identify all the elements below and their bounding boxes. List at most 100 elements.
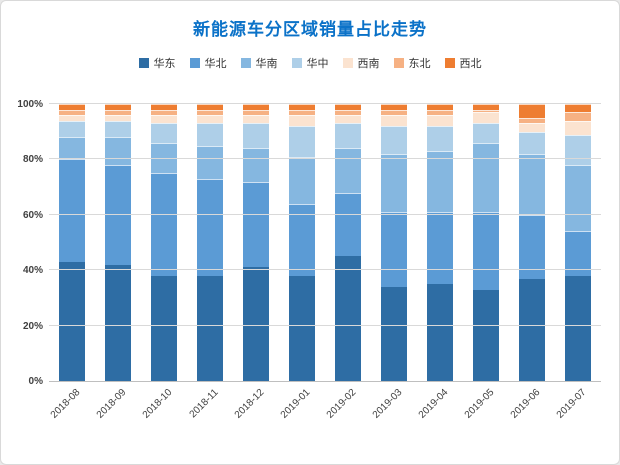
y-axis-label: 20%	[22, 320, 43, 332]
bar-segment-东北	[335, 109, 361, 116]
bar-segment-西南	[151, 115, 177, 124]
bar-segment-华中	[59, 120, 85, 138]
legend-label: 华南	[255, 58, 278, 70]
bar-segment-华北	[335, 192, 361, 257]
bar-segment-华南	[335, 148, 361, 193]
bar-segment-东北	[105, 109, 131, 116]
bar-column: 2018-10	[141, 104, 177, 421]
bar-segment-西北	[289, 104, 315, 110]
bar-segment-华南	[243, 148, 269, 182]
bar-segment-东北	[381, 109, 407, 116]
legend-swatch	[393, 58, 404, 68]
bar-segment-西南	[59, 115, 85, 121]
bar-segment-华东	[59, 261, 85, 381]
bar-segment-华北	[565, 231, 591, 276]
bar-column: 2018-12	[233, 104, 269, 421]
bar-segment-华南	[105, 137, 131, 165]
legend-label: 华北	[204, 58, 227, 70]
bar-segment-华南	[519, 153, 545, 215]
x-axis-label: 2018-12	[232, 387, 267, 421]
bar-segment-华中	[105, 120, 131, 138]
bar-segment-西北	[243, 104, 269, 110]
bar-segment-华北	[243, 181, 269, 268]
bar-segment-东北	[519, 117, 545, 124]
bar-segment-西南	[105, 115, 131, 121]
bar-segment-华中	[473, 123, 499, 143]
legend-swatch	[342, 58, 353, 68]
gridline	[49, 103, 601, 104]
bar-segment-华东	[473, 289, 499, 381]
bar-segment-华北	[381, 212, 407, 287]
bar-segment-西南	[335, 115, 361, 124]
bar-segment-华南	[289, 156, 315, 204]
bar-segment-华南	[151, 142, 177, 174]
x-axis-label: 2019-06	[508, 387, 543, 421]
bar-column: 2018-09	[95, 104, 131, 421]
bar-segment-西南	[243, 115, 269, 124]
x-axis-label: 2019-07	[554, 387, 589, 421]
bar-segment-西北	[565, 104, 591, 113]
plot-area: 2018-08 2018-09 2018-10 2018-11 2018-12 2019-…	[17, 99, 601, 421]
bar-segment-华中	[519, 131, 545, 154]
bar-segment-华南	[197, 145, 223, 179]
bar-segment-华北	[289, 203, 315, 276]
bar-segment-西南	[289, 115, 315, 127]
bar-segment-西南	[519, 123, 545, 132]
bar-segment-华中	[381, 126, 407, 154]
bar-segment-华南	[381, 153, 407, 213]
bar-segment-东北	[243, 109, 269, 116]
legend-label: 西南	[357, 58, 380, 70]
legend-item: 华南	[240, 55, 278, 71]
bar-segment-华东	[197, 275, 223, 381]
bar-segment-华东	[289, 275, 315, 381]
y-axis-label: 60%	[22, 209, 43, 221]
legend-swatch	[291, 58, 302, 68]
gridline	[49, 213, 601, 215]
legend-swatch	[444, 58, 455, 68]
x-axis-label: 2019-05	[462, 387, 497, 421]
bar-segment-西北	[427, 104, 453, 110]
bar-column: 2019-02	[325, 104, 361, 421]
x-axis-label: 2018-10	[140, 387, 175, 421]
bar-segment-华中	[565, 134, 591, 165]
bar-segment-华北	[151, 173, 177, 276]
y-axis-label: 40%	[22, 265, 43, 277]
bar-column: 2019-01	[279, 104, 315, 421]
bar-segment-华中	[243, 123, 269, 149]
bar-segment-西南	[565, 120, 591, 135]
gridline	[49, 324, 601, 326]
x-axis-label: 2019-03	[370, 387, 405, 421]
y-axis-label: 100%	[17, 99, 43, 110]
bar-segment-西北	[197, 104, 223, 110]
bar-segment-华东	[335, 256, 361, 381]
bar-segment-西南	[381, 115, 407, 127]
y-axis-label: 80%	[22, 154, 43, 166]
bar-segment-西南	[473, 112, 499, 124]
legend-item: 华北	[189, 55, 227, 71]
legend-label: 东北	[408, 58, 431, 70]
bar-segment-西北	[151, 104, 177, 110]
bar-column: 2018-08	[49, 104, 85, 421]
bar-segment-华中	[289, 126, 315, 157]
bar-segment-华北	[519, 214, 545, 279]
bar-segment-华南	[473, 142, 499, 213]
bar-segment-华东	[565, 275, 591, 381]
bar-segment-华北	[59, 159, 85, 262]
gridline	[49, 158, 601, 160]
bar-segment-华北	[105, 164, 131, 265]
legend-item: 东北	[393, 55, 431, 71]
x-axis-label: 2019-04	[416, 387, 451, 421]
x-axis-label: 2018-11	[187, 387, 221, 421]
bar-segment-华南	[427, 151, 453, 213]
bar-segment-东北	[289, 109, 315, 116]
bar-segment-华中	[197, 123, 223, 146]
bar-segment-西北	[519, 104, 545, 118]
bar-segment-东北	[59, 109, 85, 116]
bar-segment-西南	[427, 115, 453, 127]
legend-item: 西南	[342, 55, 380, 71]
bar-segment-华北	[427, 212, 453, 285]
bar-segment-华东	[243, 267, 269, 381]
bar-segment-西北	[105, 104, 131, 110]
legend-label: 华东	[153, 58, 176, 70]
chart-title: 新能源车分区域销量占比走势	[193, 20, 427, 39]
